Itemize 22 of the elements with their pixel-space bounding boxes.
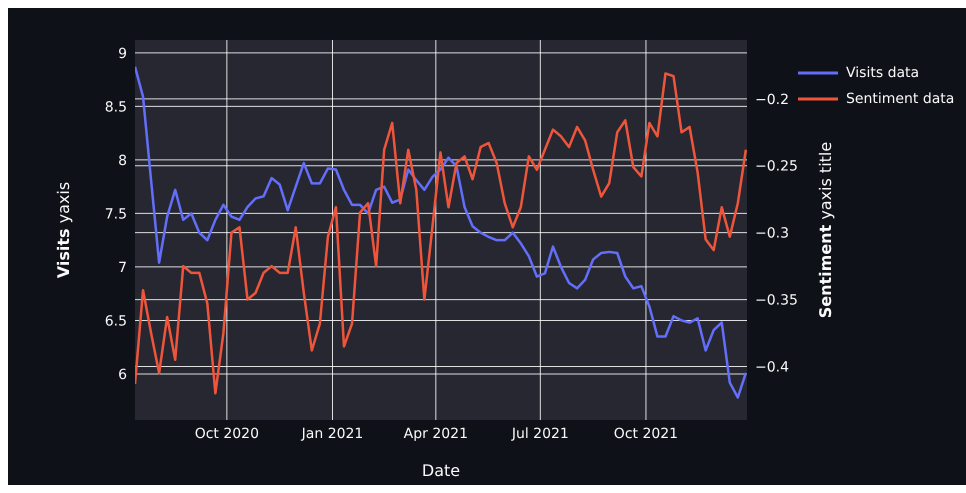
y2-tick-label: −0.25	[755, 158, 798, 175]
x-tick-label: Jul 2021	[510, 426, 569, 442]
x-tick-label: Oct 2021	[614, 426, 678, 442]
y-axis-title: Visits yaxis	[54, 182, 74, 278]
legend-label: Sentiment data	[846, 91, 954, 107]
legend-label: Visits data	[846, 65, 920, 81]
y-tick-label: 9	[118, 46, 127, 62]
y-tick-label: 8.5	[104, 99, 127, 116]
y-tick-label: 7.5	[104, 206, 127, 222]
y2-tick-label: −0.4	[755, 359, 790, 376]
y-tick-label: 8	[118, 152, 127, 169]
x-tick-label: Oct 2020	[194, 426, 260, 442]
y-tick-label: 6.5	[104, 313, 127, 330]
x-axis-title: Date	[422, 461, 460, 480]
x-tick-label: Jan 2021	[300, 426, 364, 442]
y2-axis-title: Sentiment yaxis title	[816, 142, 836, 318]
y-tick-label: 6	[118, 366, 128, 383]
x-tick-label: Apr 2021	[404, 426, 468, 442]
y-tick-label: 7	[118, 260, 127, 276]
y2-tick-label: −0.35	[755, 292, 798, 309]
y2-tick-label: −0.3	[755, 226, 789, 242]
y2-tick-label: −0.2	[755, 92, 789, 108]
